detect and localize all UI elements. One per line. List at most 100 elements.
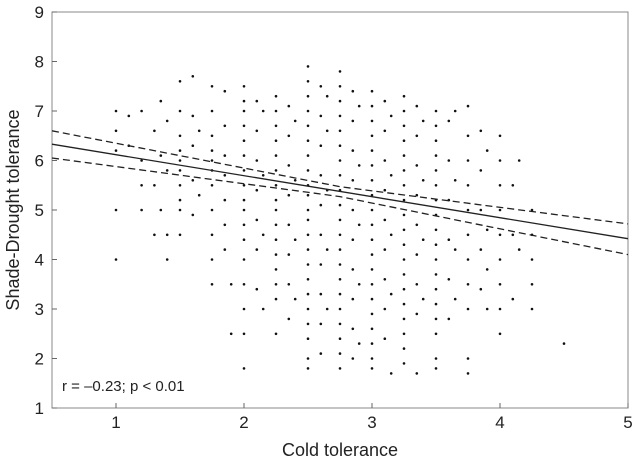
data-point	[242, 124, 246, 128]
data-point	[479, 208, 483, 212]
confidence-band-upper	[51, 130, 629, 225]
data-point	[434, 258, 438, 261]
data-point	[191, 75, 195, 78]
data-point	[159, 154, 163, 157]
data-point	[319, 174, 323, 177]
data-point	[178, 109, 182, 113]
data-point	[338, 70, 342, 73]
data-point	[453, 297, 457, 301]
data-point	[466, 159, 470, 162]
data-point	[114, 258, 118, 261]
data-point	[370, 193, 374, 197]
data-point	[415, 164, 419, 167]
data-point	[210, 208, 214, 212]
data-point	[370, 268, 374, 271]
data-point	[402, 213, 406, 217]
data-point	[357, 104, 361, 108]
data-point	[255, 129, 259, 133]
data-point	[140, 159, 143, 162]
data-point	[389, 114, 393, 118]
data-point	[178, 169, 182, 172]
data-point	[287, 104, 291, 108]
data-point	[242, 99, 246, 103]
data-point	[114, 129, 118, 133]
data-point	[338, 278, 342, 281]
data-point	[370, 119, 374, 123]
y-tick-label: 6	[35, 152, 44, 171]
y-axis: 1 2 3 4 5 6 7 8 9	[35, 3, 57, 418]
data-point	[242, 154, 246, 157]
data-point	[447, 119, 451, 123]
data-point	[274, 268, 278, 271]
data-point	[370, 342, 374, 345]
data-point	[191, 114, 195, 118]
x-tick-label: 1	[111, 413, 120, 432]
data-point	[517, 159, 521, 162]
data-point	[274, 198, 278, 202]
data-point	[479, 129, 483, 133]
y-tick-label: 7	[35, 102, 44, 121]
data-point	[210, 109, 214, 113]
data-point	[351, 149, 355, 152]
data-point	[178, 159, 182, 162]
data-point	[351, 208, 355, 212]
data-point	[242, 85, 246, 88]
data-point	[306, 124, 310, 128]
data-point	[370, 89, 374, 93]
data-point	[434, 317, 438, 321]
data-point	[357, 223, 361, 227]
data-point	[530, 283, 534, 286]
data-point	[498, 258, 502, 261]
data-point	[402, 362, 406, 365]
data-point	[370, 238, 374, 241]
y-axis-title: Shade-Drought tolerance	[3, 109, 23, 310]
data-point	[562, 342, 566, 345]
data-point	[466, 283, 470, 286]
data-point	[338, 337, 342, 341]
data-point	[421, 119, 425, 123]
data-point	[370, 283, 374, 286]
data-point	[389, 233, 393, 237]
data-point	[274, 297, 278, 301]
data-point	[306, 169, 310, 172]
data-point	[434, 184, 438, 187]
data-point	[383, 278, 387, 281]
data-point	[530, 258, 534, 261]
data-point	[274, 184, 278, 187]
data-point	[114, 109, 118, 113]
data-point	[434, 139, 438, 142]
data-point	[466, 208, 470, 212]
data-point	[511, 233, 515, 237]
data-point	[351, 89, 355, 93]
data-point	[293, 179, 297, 182]
data-point	[530, 307, 534, 311]
data-point	[357, 342, 361, 345]
data-point	[287, 283, 291, 286]
data-point	[434, 109, 438, 113]
data-point	[274, 124, 278, 128]
data-point	[434, 124, 438, 128]
data-point	[434, 273, 438, 276]
data-point	[255, 248, 259, 251]
y-tick-label: 4	[35, 251, 44, 270]
x-tick-label: 5	[623, 413, 632, 432]
data-point	[140, 109, 143, 113]
data-point	[242, 169, 246, 172]
data-point	[325, 248, 329, 251]
data-point	[434, 367, 438, 370]
data-point	[306, 357, 310, 360]
data-point	[261, 174, 265, 177]
confidence-band-lower	[51, 157, 629, 256]
data-point	[338, 322, 342, 326]
data-point	[479, 287, 483, 291]
data-point	[274, 154, 278, 157]
data-point	[274, 223, 278, 227]
data-point	[159, 99, 163, 103]
data-point	[223, 174, 227, 177]
data-point	[402, 302, 406, 306]
data-point	[210, 283, 214, 286]
data-point	[370, 312, 374, 316]
data-point	[306, 218, 310, 222]
data-point	[140, 184, 143, 187]
data-point	[210, 85, 214, 88]
